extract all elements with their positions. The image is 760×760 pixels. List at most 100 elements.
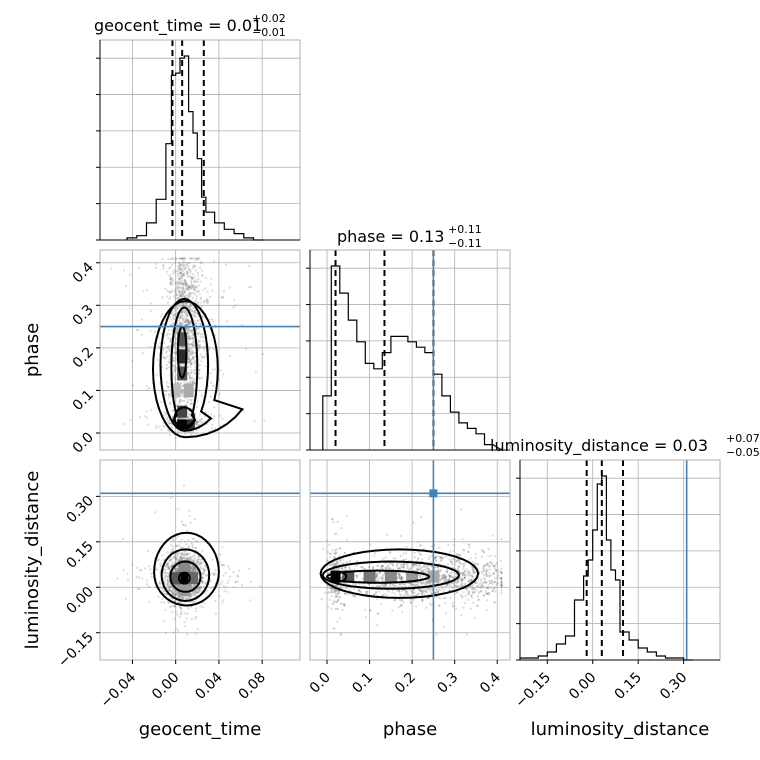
sample-point	[172, 359, 175, 363]
sample-point	[193, 360, 197, 363]
sample-point	[173, 617, 176, 620]
sample-point	[174, 294, 177, 297]
sample-point	[195, 405, 198, 409]
sample-point	[173, 342, 176, 345]
sample-point	[181, 389, 184, 392]
sample-point	[201, 356, 204, 359]
sample-point	[335, 560, 338, 563]
sample-point	[195, 290, 198, 294]
sample-point	[186, 400, 189, 403]
sample-point	[138, 416, 141, 419]
sample-point	[189, 376, 192, 380]
sample-point	[185, 557, 188, 561]
sample-point	[188, 361, 191, 364]
panel-0-0	[100, 40, 300, 240]
sample-point	[201, 576, 205, 580]
sample-point	[183, 268, 186, 271]
sample-point	[165, 583, 168, 586]
sample-point	[174, 570, 178, 573]
sample-point	[171, 588, 174, 591]
sample-point	[343, 604, 346, 607]
sample-point	[488, 568, 491, 571]
sample-point	[187, 275, 190, 278]
sample-point	[136, 566, 139, 570]
sample-point	[411, 584, 414, 587]
sample-point	[192, 351, 195, 354]
sample-point	[376, 564, 379, 568]
sample-point	[188, 321, 191, 324]
sample-point	[484, 564, 487, 567]
sample-point	[335, 595, 338, 598]
sample-point	[441, 585, 444, 588]
sample-point	[197, 322, 200, 325]
sample-point	[487, 591, 490, 595]
sample-point	[165, 631, 168, 635]
sample-point	[191, 565, 194, 568]
sample-point	[182, 293, 185, 296]
sample-point	[476, 585, 480, 588]
sample-point	[404, 582, 407, 585]
sample-point	[210, 413, 213, 416]
sample-point	[339, 585, 342, 588]
sample-point	[439, 579, 442, 582]
sample-point	[183, 265, 186, 268]
sample-point	[426, 597, 429, 600]
sample-point	[179, 607, 183, 610]
sample-point	[192, 313, 195, 317]
sample-point	[154, 511, 157, 514]
sample-point	[191, 376, 194, 379]
sample-point	[388, 567, 391, 570]
sample-point	[450, 560, 453, 563]
sample-point	[187, 329, 190, 332]
sample-point	[166, 551, 169, 554]
sample-point	[169, 585, 172, 588]
sample-point	[181, 273, 184, 276]
sample-point	[210, 423, 214, 426]
sample-point	[175, 544, 178, 547]
sample-point	[178, 322, 181, 325]
sample-point	[191, 284, 194, 287]
sample-point	[196, 257, 199, 260]
sample-point	[430, 588, 433, 591]
sample-point	[457, 579, 460, 582]
sample-point	[375, 572, 378, 576]
sample-point	[197, 284, 200, 287]
sample-point	[411, 591, 414, 594]
sample-point	[187, 295, 190, 298]
sample-point	[183, 290, 186, 293]
sample-point	[171, 328, 174, 331]
sample-point	[445, 579, 448, 582]
sample-point	[186, 271, 190, 274]
sample-point	[334, 548, 337, 551]
sample-point	[179, 556, 183, 559]
sample-point	[398, 575, 401, 578]
sample-point	[494, 569, 498, 572]
sample-point	[185, 557, 188, 560]
sample-point	[485, 574, 488, 577]
sample-point	[167, 329, 170, 332]
sample-point	[335, 532, 338, 535]
sample-point	[168, 333, 171, 336]
sample-point	[161, 588, 165, 591]
sample-point	[401, 582, 404, 585]
sample-point	[262, 352, 265, 355]
sample-point	[400, 576, 403, 579]
sample-point	[396, 567, 399, 570]
sample-point	[494, 586, 497, 589]
sample-point	[425, 591, 428, 594]
sample-point	[222, 584, 225, 587]
sample-point	[159, 564, 162, 568]
sample-point	[199, 605, 202, 608]
sample-point	[185, 557, 189, 560]
sample-point	[138, 267, 141, 270]
sample-point	[327, 591, 330, 595]
sample-point	[224, 263, 228, 266]
sample-point	[187, 360, 190, 363]
sample-point	[209, 395, 212, 398]
sample-point	[189, 359, 192, 362]
sample-point	[181, 292, 185, 296]
sample-point	[468, 574, 471, 577]
sample-point	[175, 566, 179, 569]
sample-point	[201, 333, 204, 336]
sample-point	[187, 288, 190, 291]
